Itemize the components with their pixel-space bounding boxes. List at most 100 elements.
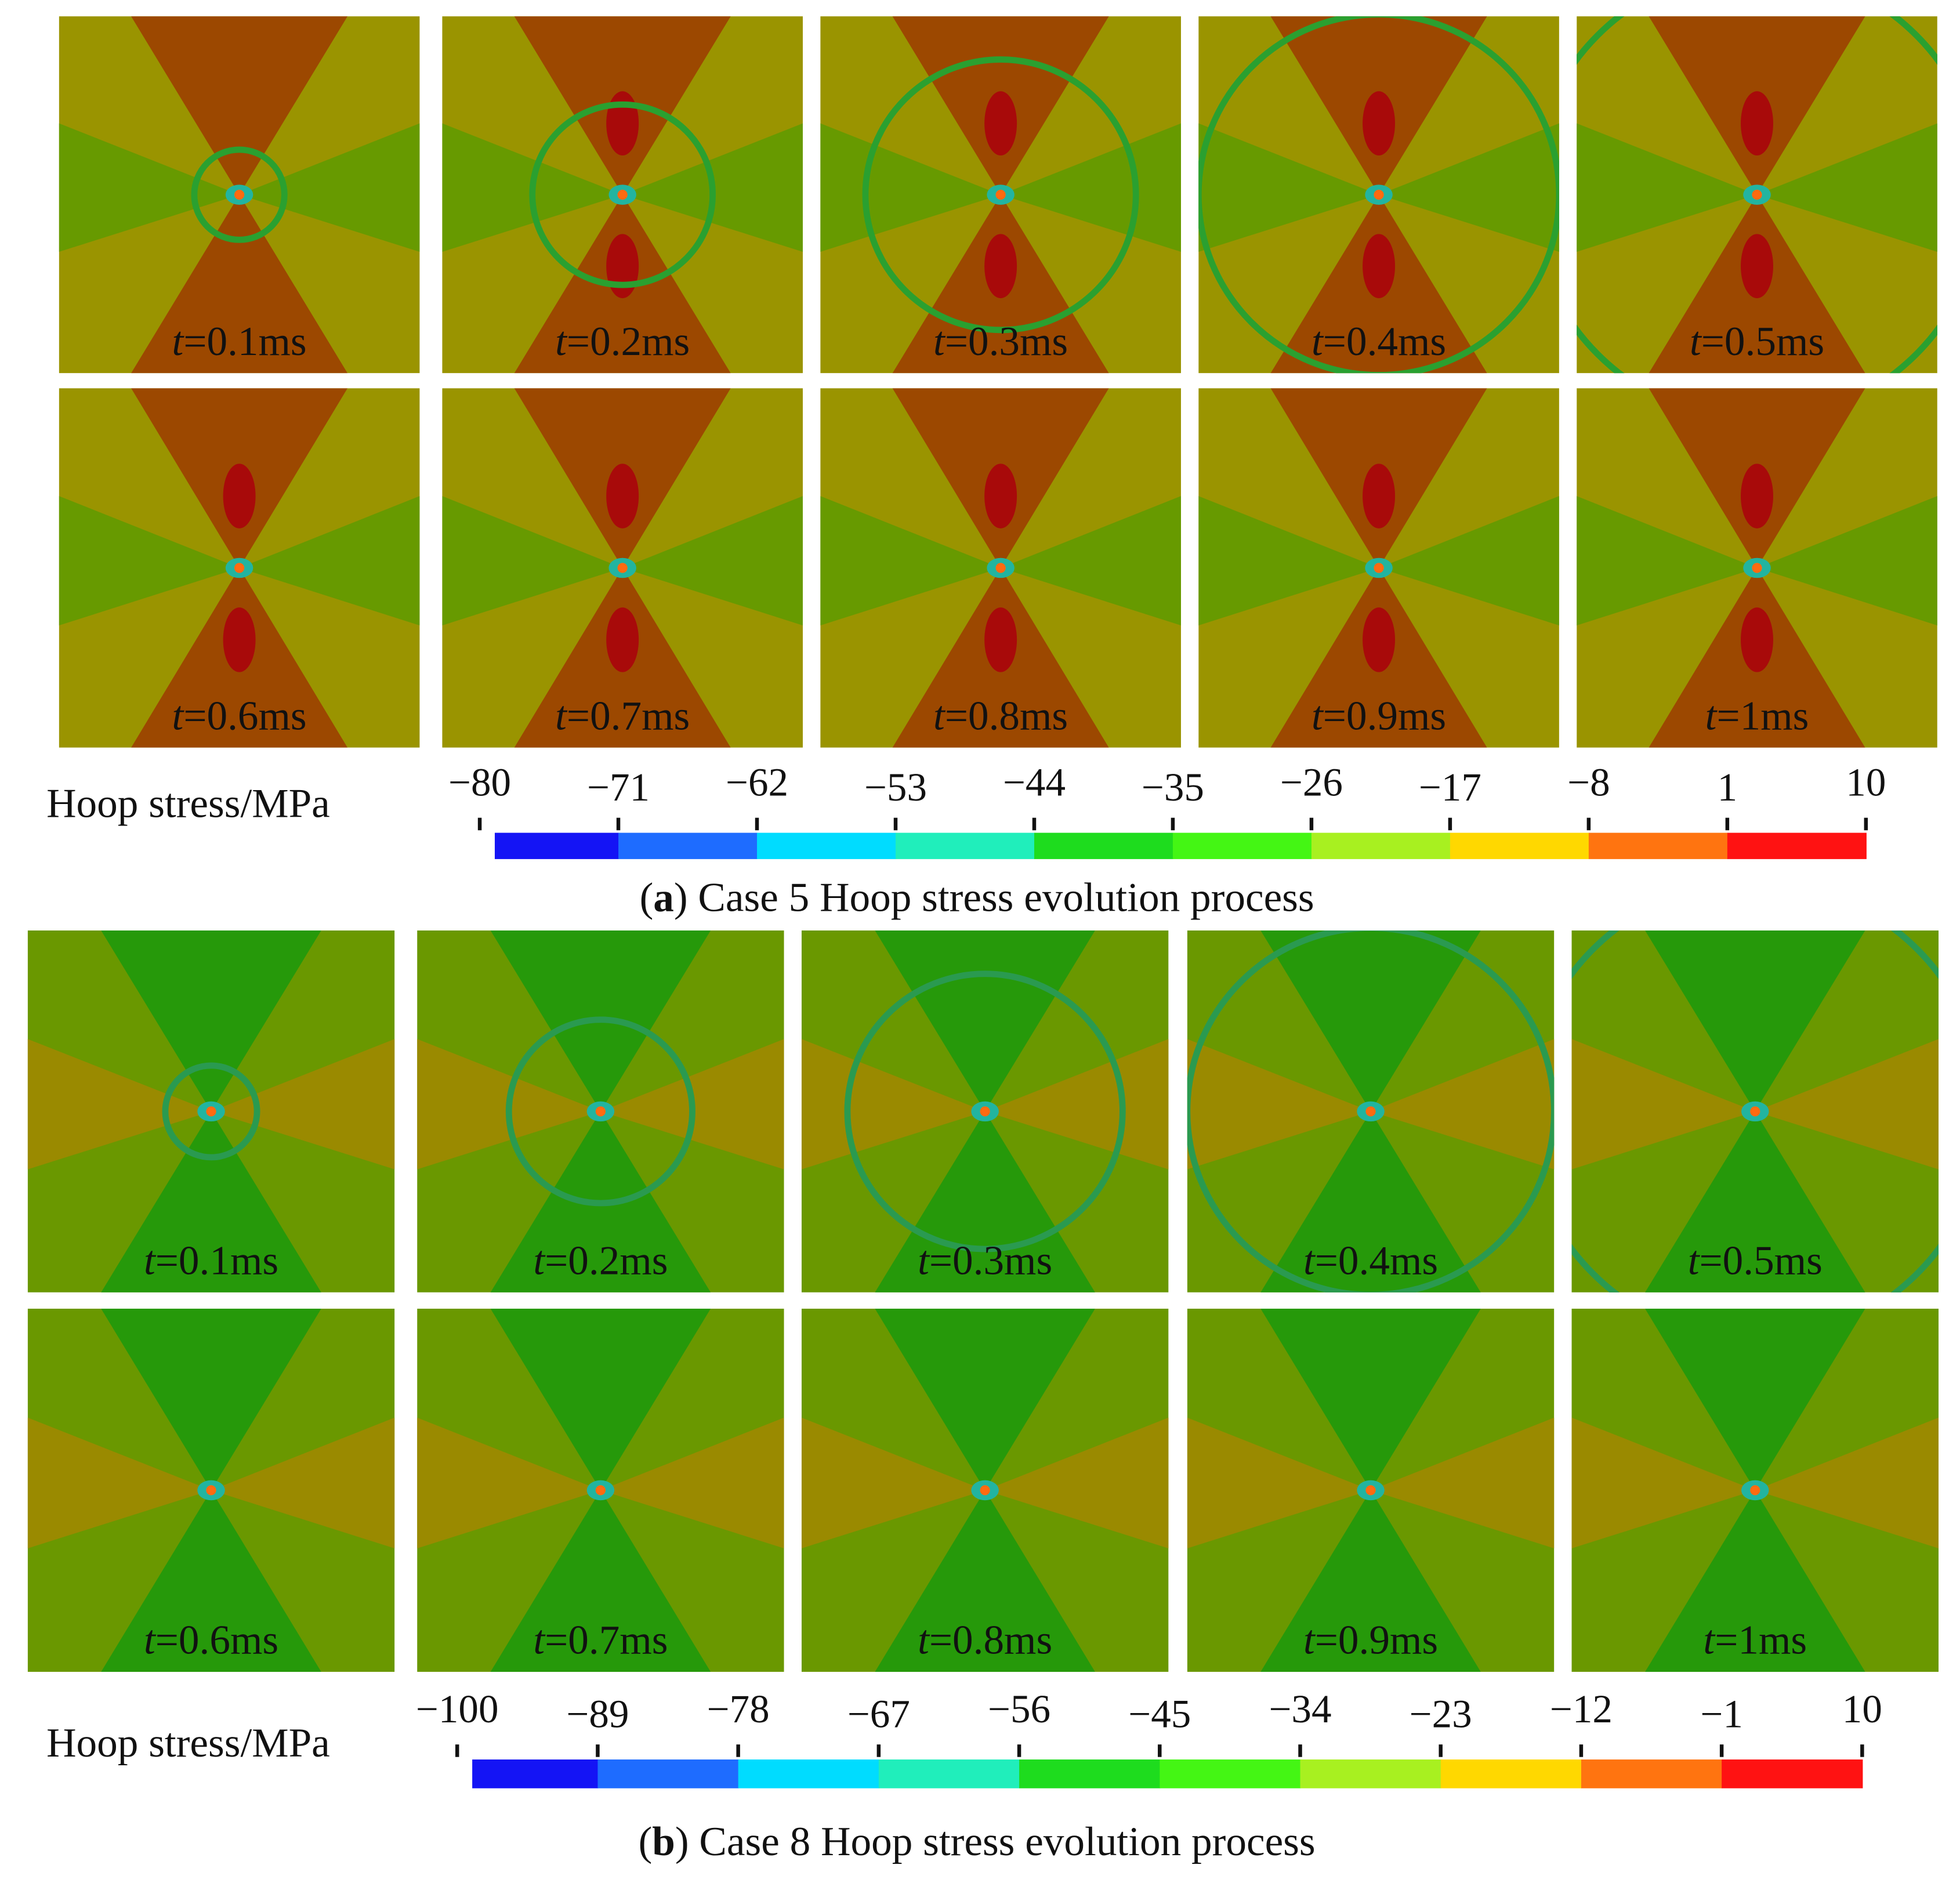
caption: (b) Case 8 Hoop stress evolution process bbox=[639, 1819, 1316, 1864]
panel-region bbox=[1571, 1417, 1755, 1549]
panel-label: t=0.7ms bbox=[533, 1618, 668, 1663]
panel-label: t=0.6ms bbox=[172, 694, 307, 739]
panel-region bbox=[101, 1308, 321, 1490]
panel-label: t=0.5ms bbox=[1690, 319, 1824, 364]
panel-region bbox=[101, 1490, 321, 1672]
panel-region bbox=[984, 607, 1017, 672]
colorbar-tick-label: −78 bbox=[707, 1686, 770, 1731]
panel-region bbox=[234, 563, 245, 573]
colorbar-segment bbox=[1450, 832, 1589, 859]
panel-region bbox=[875, 1490, 1095, 1672]
panel-label: t=0.1ms bbox=[144, 1239, 278, 1284]
panel-label: t=1ms bbox=[1703, 1618, 1807, 1663]
colorbar-tick-label: 10 bbox=[1842, 1686, 1882, 1731]
panel-region bbox=[1198, 496, 1379, 626]
panel-region bbox=[1741, 464, 1773, 528]
colorbar-tick-label: −67 bbox=[847, 1692, 910, 1736]
contour-panel bbox=[442, 16, 803, 374]
panel-region bbox=[59, 496, 240, 626]
panel-region bbox=[239, 496, 420, 626]
panel-region bbox=[1757, 496, 1937, 626]
panel-region bbox=[1363, 234, 1396, 299]
panel-region bbox=[490, 1490, 711, 1672]
contour-panel bbox=[442, 388, 803, 748]
panel-region bbox=[1755, 1417, 1939, 1549]
panel-region bbox=[442, 496, 623, 626]
panel-region bbox=[617, 190, 628, 200]
panel-region bbox=[1187, 1417, 1371, 1549]
contour-panel bbox=[1577, 388, 1937, 748]
panel-region bbox=[985, 1417, 1169, 1549]
contour-panel bbox=[1571, 1308, 1939, 1672]
panel-region bbox=[606, 464, 639, 528]
contour-panel bbox=[1187, 1308, 1555, 1672]
panel-region bbox=[1741, 91, 1773, 156]
panel-region bbox=[1374, 563, 1384, 573]
panel-region bbox=[606, 607, 639, 672]
panel-region bbox=[1755, 1039, 1939, 1169]
panel-label: t=0.9ms bbox=[1312, 694, 1446, 739]
panel-region bbox=[211, 1039, 395, 1169]
panel-region bbox=[995, 563, 1006, 573]
colorbar-segment bbox=[757, 832, 897, 859]
colorbar-segment bbox=[1581, 1759, 1723, 1788]
panel-region bbox=[600, 1417, 784, 1549]
colorbar-segment bbox=[1440, 1759, 1582, 1788]
colorbar-tick-label: −35 bbox=[1142, 765, 1204, 809]
colorbar-tick-label: −89 bbox=[566, 1692, 629, 1736]
panel-region bbox=[1198, 123, 1379, 252]
colorbar-segment bbox=[1172, 832, 1313, 859]
panel-region bbox=[1260, 1308, 1481, 1490]
panel-region bbox=[59, 123, 240, 252]
colorbar-tick-label: −45 bbox=[1128, 1692, 1191, 1736]
colorbar-segment bbox=[1588, 832, 1728, 859]
contour-panel bbox=[59, 16, 420, 374]
panel-region bbox=[980, 1106, 990, 1117]
colorbar-tick-label: −62 bbox=[726, 760, 788, 805]
contour-panel bbox=[1187, 930, 1555, 1292]
contour-panel bbox=[1198, 16, 1559, 374]
colorbar-segment bbox=[1300, 1759, 1441, 1788]
panel-region bbox=[1752, 190, 1762, 200]
wave-front bbox=[162, 1062, 260, 1161]
panel-region bbox=[1577, 496, 1758, 626]
contour-panel bbox=[27, 930, 395, 1292]
panel-region bbox=[984, 234, 1017, 299]
wave-front bbox=[191, 146, 288, 243]
contour-panel bbox=[820, 16, 1181, 374]
panel-region bbox=[1645, 1308, 1865, 1490]
panel-label: t=0.1ms bbox=[172, 319, 307, 364]
panel-region bbox=[595, 1485, 606, 1496]
panel-region bbox=[984, 91, 1017, 156]
colorbar-tick-label: −100 bbox=[416, 1686, 499, 1731]
panel-region bbox=[223, 464, 256, 528]
colorbar-segment bbox=[738, 1759, 879, 1788]
panel-region bbox=[1750, 1106, 1760, 1117]
colorbar-segment bbox=[895, 832, 1035, 859]
panel-region bbox=[875, 930, 1095, 1111]
colorbar-segment bbox=[1727, 832, 1867, 859]
panel-region bbox=[27, 1039, 212, 1169]
panel-label: t=0.3ms bbox=[918, 1239, 1052, 1284]
panel-region bbox=[1645, 1111, 1865, 1292]
contour-panel bbox=[1577, 16, 1937, 374]
panel-region bbox=[1371, 1417, 1555, 1549]
colorbar-segment bbox=[1019, 1759, 1161, 1788]
colorbar-tick-label: −23 bbox=[1410, 1692, 1472, 1736]
colorbar-tick-label: 10 bbox=[1846, 760, 1886, 805]
colorbar-segment bbox=[618, 832, 758, 859]
panel-region bbox=[801, 1417, 986, 1549]
colorbar-tick-label: −8 bbox=[1567, 760, 1610, 805]
panel-region bbox=[1741, 234, 1773, 299]
colorbar-segment bbox=[494, 832, 619, 859]
panel-region bbox=[131, 16, 348, 195]
contour-panel bbox=[1571, 930, 1939, 1292]
panel-region bbox=[417, 1417, 601, 1549]
panel-region bbox=[1363, 607, 1396, 672]
caption: (a) Case 5 Hoop stress evolution process bbox=[640, 875, 1314, 921]
panel-region bbox=[820, 496, 1001, 626]
panel-region bbox=[1379, 496, 1559, 626]
colorbar-segment bbox=[1722, 1759, 1863, 1788]
panel-region bbox=[490, 1308, 711, 1490]
